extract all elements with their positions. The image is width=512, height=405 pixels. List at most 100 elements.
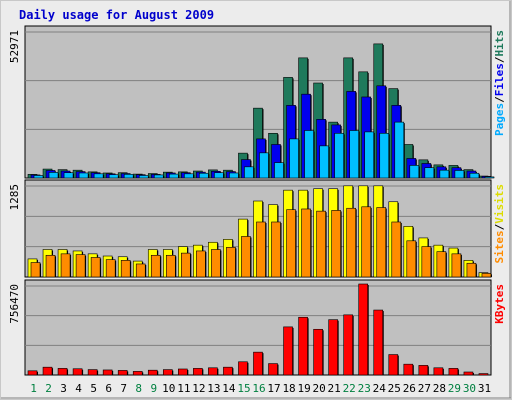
bar-pages-day-16 — [259, 153, 268, 178]
day-label-8: 8 — [135, 382, 142, 395]
legend-entry: KBytes — [493, 284, 506, 324]
bar-pages-day-29 — [455, 170, 464, 178]
legend-entry: Visits — [493, 184, 506, 224]
bar-sites-day-7 — [121, 260, 130, 277]
day-label-2: 2 — [45, 382, 52, 395]
day-label-27: 27 — [418, 382, 431, 395]
bar-pages-day-1 — [34, 175, 43, 178]
bar-pages-day-12 — [199, 173, 208, 178]
panel-3-max-label: 756470 — [8, 284, 21, 324]
bar-sites-day-5 — [91, 257, 100, 277]
bar-kbytes-day-5 — [88, 370, 97, 375]
bar-sites-day-14 — [226, 247, 235, 277]
bar-pages-day-26 — [410, 165, 419, 178]
bar-sites-day-4 — [76, 255, 85, 277]
bar-sites-day-9 — [151, 255, 160, 277]
bar-sites-day-15 — [241, 236, 250, 277]
bar-kbytes-day-17 — [269, 364, 278, 375]
day-label-14: 14 — [222, 382, 236, 395]
bar-sites-day-26 — [407, 241, 416, 277]
bar-pages-day-20 — [320, 146, 329, 178]
bar-kbytes-day-11 — [178, 369, 187, 375]
day-label-4: 4 — [75, 382, 82, 395]
bar-kbytes-day-20 — [314, 329, 323, 375]
bar-sites-day-2 — [46, 255, 55, 277]
bar-sites-day-12 — [196, 251, 205, 277]
day-label-13: 13 — [207, 382, 220, 395]
bar-pages-day-6 — [109, 175, 118, 178]
chart-title: Daily usage for August 2009 — [19, 8, 214, 22]
bar-kbytes-day-22 — [344, 315, 353, 375]
bar-pages-day-31 — [485, 177, 494, 178]
bar-sites-day-1 — [31, 263, 40, 277]
bar-sites-day-11 — [181, 253, 190, 277]
bar-kbytes-day-1 — [28, 371, 37, 375]
bar-kbytes-day-3 — [58, 368, 67, 375]
bar-pages-day-15 — [244, 167, 253, 178]
day-label-12: 12 — [192, 382, 205, 395]
day-label-26: 26 — [403, 382, 416, 395]
bar-sites-day-13 — [211, 249, 220, 277]
legend-entry: Pages — [493, 103, 506, 136]
bar-kbytes-day-21 — [329, 320, 338, 375]
bar-kbytes-day-30 — [464, 372, 473, 375]
bar-kbytes-day-7 — [118, 370, 127, 375]
bar-sites-day-27 — [422, 247, 431, 277]
bar-pages-day-5 — [94, 174, 103, 178]
bar-kbytes-day-31 — [479, 374, 488, 375]
day-label-30: 30 — [463, 382, 476, 395]
day-label-23: 23 — [358, 382, 371, 395]
panel-2-max-label: 1285 — [8, 184, 21, 211]
bar-kbytes-day-4 — [73, 369, 82, 375]
day-label-15: 15 — [237, 382, 250, 395]
day-label-6: 6 — [105, 382, 112, 395]
bar-kbytes-day-18 — [284, 327, 293, 375]
bar-sites-day-23 — [362, 207, 371, 277]
bar-sites-day-3 — [61, 254, 70, 277]
bar-sites-day-28 — [437, 252, 446, 277]
bar-sites-day-30 — [467, 263, 476, 277]
bar-sites-day-21 — [332, 210, 341, 277]
day-label-16: 16 — [252, 382, 265, 395]
bar-pages-day-24 — [380, 133, 389, 178]
bar-kbytes-day-13 — [208, 368, 217, 375]
bar-pages-day-17 — [275, 163, 284, 178]
bar-kbytes-day-24 — [374, 310, 383, 375]
bar-kbytes-day-2 — [43, 367, 52, 375]
day-label-7: 7 — [120, 382, 127, 395]
bar-pages-day-8 — [139, 175, 148, 178]
bar-sites-day-16 — [256, 222, 265, 277]
bar-kbytes-day-27 — [419, 365, 428, 375]
bar-kbytes-day-29 — [449, 368, 458, 375]
bar-pages-day-22 — [350, 131, 359, 178]
panel-3-legend: KBytes — [493, 284, 506, 324]
bar-pages-day-2 — [49, 172, 58, 178]
bar-sites-day-19 — [302, 209, 311, 277]
day-label-20: 20 — [313, 382, 326, 395]
bar-sites-day-18 — [287, 210, 296, 277]
bar-kbytes-day-16 — [253, 352, 262, 375]
bar-kbytes-day-10 — [163, 370, 172, 375]
bar-sites-day-6 — [106, 260, 115, 277]
panel-3: 756470 KBytes — [8, 280, 506, 375]
bar-sites-day-31 — [482, 273, 491, 277]
bar-kbytes-day-28 — [434, 368, 443, 375]
day-label-9: 9 — [150, 382, 157, 395]
bar-pages-day-25 — [395, 122, 404, 178]
legend-entry: Sites — [493, 230, 506, 263]
bar-pages-day-3 — [64, 173, 73, 178]
bar-pages-day-7 — [124, 174, 133, 178]
day-label-31: 31 — [478, 382, 491, 395]
legend-entry: Files — [493, 63, 506, 96]
bar-kbytes-day-15 — [238, 362, 247, 375]
bar-sites-day-10 — [166, 255, 175, 277]
bar-sites-day-29 — [452, 254, 461, 277]
chart-panels: 52971Pages/Files/Hits1285Sites/Visits756… — [8, 26, 506, 375]
bar-pages-day-9 — [154, 175, 163, 178]
day-label-25: 25 — [388, 382, 401, 395]
day-label-24: 24 — [373, 382, 387, 395]
day-label-17: 17 — [267, 382, 280, 395]
day-label-28: 28 — [433, 382, 446, 395]
